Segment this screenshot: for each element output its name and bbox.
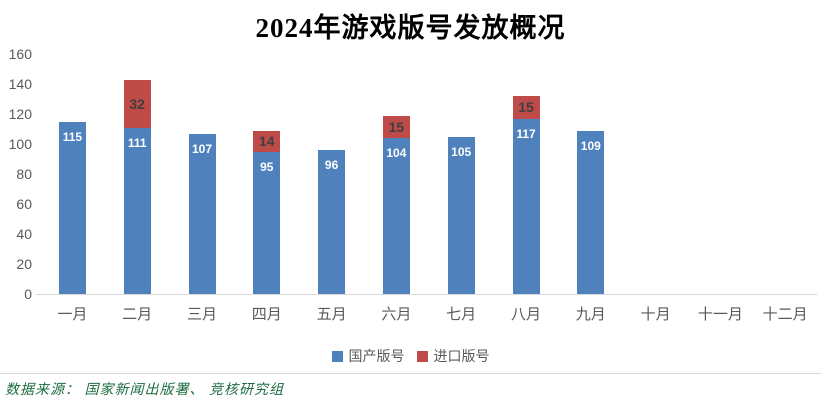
legend: 国产版号 进口版号	[0, 346, 821, 366]
bar-segment-import: 14	[253, 130, 281, 152]
bar-label-domestic: 104	[386, 146, 407, 160]
bar-label-domestic: 109	[580, 138, 601, 153]
bar-label-import: 15	[518, 99, 534, 116]
bar-label-domestic: 96	[324, 158, 339, 172]
x-axis-label: 七月	[446, 306, 477, 323]
y-tick-label: 20	[16, 256, 32, 272]
x-axis-label: 十二月	[762, 306, 808, 323]
x-axis-label: 六月	[381, 306, 412, 323]
x-axis-label: 八月	[510, 306, 542, 323]
y-tick-label: 100	[8, 136, 32, 152]
source-note: 数据来源： 国家新闻出版署、 竞核研究组	[5, 383, 284, 398]
y-tick-label: 120	[8, 106, 32, 122]
bar-label-import: 14	[259, 133, 275, 149]
y-tick-label: 0	[24, 286, 32, 302]
chart-title: 2024年游戏版号发放概况	[255, 13, 566, 43]
x-axis-label: 三月	[186, 306, 218, 323]
bar-segment-import: 15	[512, 96, 540, 119]
bar-segment-domestic: 105	[447, 136, 475, 294]
bar-segment-domestic: 115	[58, 121, 86, 294]
bar-label-domestic: 111	[127, 135, 147, 150]
x-axis-label: 五月	[316, 306, 347, 323]
bar-label-domestic: 107	[191, 141, 213, 156]
x-axis-label: 四月	[251, 306, 282, 323]
legend-item-domestic: 国产版号	[331, 346, 405, 366]
bar-segment-domestic: 96	[318, 150, 346, 294]
x-axis-label: 二月	[122, 306, 153, 323]
legend-label-domestic: 国产版号	[348, 348, 405, 364]
bar-label-import: 15	[388, 118, 405, 135]
y-tick-label: 140	[8, 76, 32, 92]
y-tick-label: 60	[16, 196, 32, 212]
bar-segment-domestic: 111	[123, 127, 151, 294]
x-axis-baseline	[36, 294, 817, 295]
legend-item-import: 进口版号	[416, 346, 490, 366]
bar-segment-domestic: 107	[188, 133, 216, 294]
bar-label-import: 32	[129, 95, 145, 112]
bar-label-domestic: 95	[260, 159, 274, 174]
bar-segment-import: 15	[382, 115, 410, 138]
x-axis-label: 十月	[640, 306, 671, 323]
source-divider-line	[0, 373, 821, 374]
bar-segment-domestic: 109	[577, 130, 605, 294]
legend-swatch-domestic	[331, 350, 343, 362]
bar-segment-domestic: 95	[253, 151, 281, 294]
bar-label-domestic: 105	[451, 144, 472, 159]
bar-label-domestic: 117	[516, 126, 536, 141]
bar-segment-domestic: 104	[382, 138, 410, 294]
y-tick-label: 80	[16, 166, 32, 182]
x-axis-label: 一月	[57, 306, 88, 323]
y-tick-label: 40	[16, 226, 32, 242]
bar-segment-domestic: 117	[512, 118, 540, 294]
legend-swatch-import	[416, 350, 428, 362]
y-tick-label: 160	[8, 46, 32, 62]
x-axis-label: 九月	[575, 306, 606, 323]
bar-segment-import: 32	[123, 79, 151, 128]
x-axis-label: 十一月	[697, 306, 743, 323]
legend-label-import: 进口版号	[433, 348, 490, 364]
bar-label-domestic: 115	[62, 129, 83, 144]
